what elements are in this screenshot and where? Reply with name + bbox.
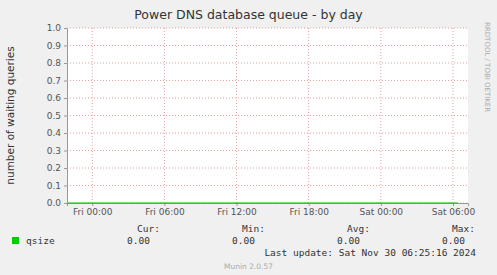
stats-value: 0.00 <box>232 235 255 246</box>
x-grid-line <box>236 28 237 203</box>
tick-label: Fri 12:00 <box>217 207 257 217</box>
stats-header: Avg: <box>347 223 370 234</box>
y-grid-line <box>67 80 468 81</box>
y-grid-line <box>67 168 468 169</box>
y-grid-line <box>67 98 468 99</box>
tick-label: 0.8 <box>47 58 62 68</box>
tick: Fri 18:00 <box>289 203 329 217</box>
x-grid-line <box>380 28 381 203</box>
tick-mark <box>64 151 67 152</box>
tick-mark <box>64 203 67 204</box>
tick-label: Fri 06:00 <box>145 207 185 217</box>
stats-value: 0.00 <box>127 235 150 246</box>
y-grid-line <box>67 115 468 116</box>
tick: 0.9 <box>47 41 67 51</box>
y-grid-line <box>67 203 468 204</box>
tick-label: 0.5 <box>47 111 61 121</box>
footer: Munin 2.0.57 <box>224 262 273 271</box>
y-axis: 0.0 0.1 0.2 0.3 0.4 0.5 0.6 0.7 0.8 0.9 1.0 <box>47 23 68 208</box>
chart: Power DNS database queue - by day number … <box>0 0 497 275</box>
stats-header: Max: <box>452 223 475 234</box>
y-grid-line <box>67 63 468 64</box>
tick: Fri 00:00 <box>73 203 113 217</box>
x-grid-line <box>92 28 93 203</box>
tick-label: 0.4 <box>47 128 62 138</box>
tick-label: Fri 18:00 <box>289 207 329 217</box>
y-grid-line <box>67 28 468 29</box>
tick-mark <box>64 116 67 117</box>
tick-label: 0.6 <box>47 93 62 103</box>
tick: 0.1 <box>47 181 67 191</box>
tick-label: Sat 06:00 <box>432 207 476 217</box>
tick-label: Sat 00:00 <box>360 207 404 217</box>
tick: Fri 06:00 <box>145 203 185 217</box>
x-grid-line <box>452 28 453 203</box>
x-axis: Fri 00:00 Fri 06:00 Fri 12:00 Fri 18:00 Sat … <box>68 203 476 217</box>
x-grid-line <box>308 28 309 203</box>
tick-label: 0.2 <box>47 163 61 173</box>
legend-swatch <box>12 237 19 244</box>
tick-label: Fri 00:00 <box>73 207 113 217</box>
tick: 0.2 <box>47 163 67 173</box>
tick-label: 0.3 <box>47 146 61 156</box>
tick-label: 0.0 <box>47 198 62 208</box>
tick-mark <box>64 133 67 134</box>
tick: 0.6 <box>47 93 67 103</box>
title: Power DNS database queue - by day <box>134 7 363 22</box>
tick-mark <box>64 63 67 64</box>
axis-line <box>64 29 68 204</box>
tick-label: 0.1 <box>47 181 61 191</box>
y-grid-line <box>67 133 468 134</box>
grid <box>67 28 468 203</box>
stats-value: 0.00 <box>442 235 465 246</box>
y-axis-title: number of waiting queries <box>4 46 16 184</box>
y-grid-line <box>67 45 468 46</box>
axis-line <box>68 204 469 207</box>
tick: 0.8 <box>47 58 67 68</box>
tick: Sat 06:00 <box>432 203 476 217</box>
tick: Fri 12:00 <box>217 203 257 217</box>
legend-label: qsize <box>26 235 55 246</box>
series-line <box>67 202 458 203</box>
stats-value: 0.00 <box>337 235 360 246</box>
tick-mark <box>64 98 67 99</box>
stats-header: Min: <box>242 223 265 234</box>
y-grid-line <box>67 185 468 186</box>
tick: 0.7 <box>47 76 67 86</box>
tick-mark <box>64 28 67 29</box>
tick-label: 0.9 <box>47 41 62 51</box>
plot-area <box>67 28 468 203</box>
tick-mark <box>64 81 67 82</box>
tick: 0.0 <box>47 198 67 208</box>
y-grid-line <box>67 150 468 151</box>
tick-mark <box>64 168 67 169</box>
tick-label: 0.7 <box>47 76 61 86</box>
tick-mark <box>64 46 67 47</box>
tick: 0.4 <box>47 128 67 138</box>
tick: Sat 00:00 <box>360 203 404 217</box>
last-update: Last update: Sat Nov 30 06:25:16 2024 <box>264 247 476 258</box>
tick: 1.0 <box>47 23 67 33</box>
watermark: RRDTOOL / TOBI OETIKER <box>483 22 491 112</box>
tick-mark <box>64 186 67 187</box>
x-grid-line <box>164 28 165 203</box>
series-group <box>67 203 458 204</box>
tick: 0.3 <box>47 146 67 156</box>
tick: 0.5 <box>47 111 67 121</box>
tick-label: 1.0 <box>47 23 62 33</box>
stats-header: Cur: <box>137 223 160 234</box>
